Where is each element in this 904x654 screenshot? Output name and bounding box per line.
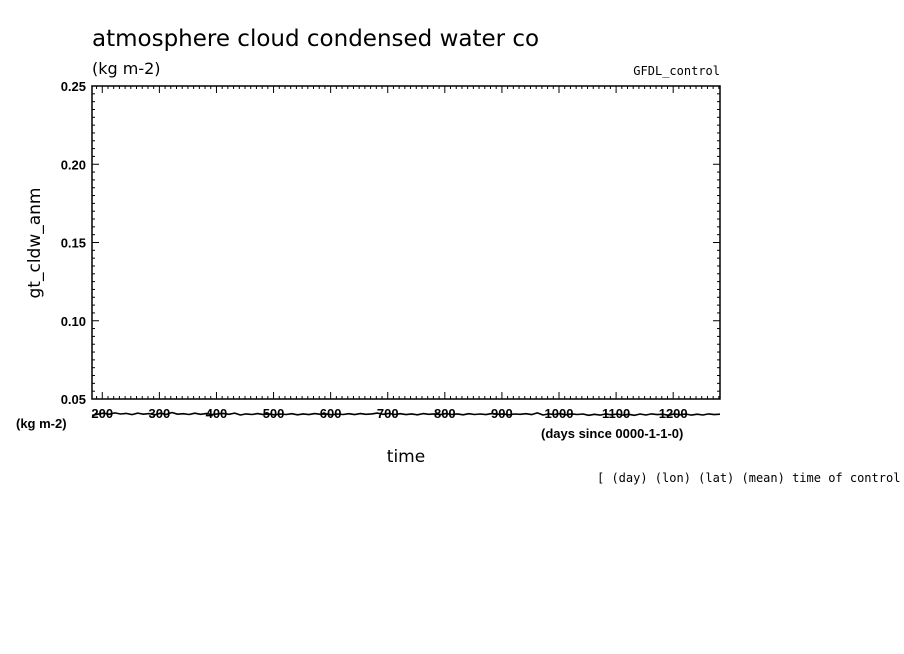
series-group	[91, 411, 721, 417]
y-tick-label: 0.05	[61, 392, 86, 407]
footer-note: [ (day) (lon) (lat) (mean) time of contr…	[597, 471, 904, 485]
y-tick-label: 0.20	[61, 157, 86, 172]
series-line	[91, 411, 721, 417]
y-units-label: (kg m-2)	[16, 416, 67, 431]
plot-frame	[91, 85, 721, 400]
x-tick-label: 600	[320, 406, 342, 421]
y-axis-label: gt_cldw_anm	[25, 188, 45, 299]
x-units-label: (days since 0000-1-1-0)	[541, 426, 683, 441]
y-tick-label: 0.10	[61, 314, 86, 329]
y-tick-label: 0.25	[61, 79, 86, 94]
chart-units-label: (kg m-2)	[92, 59, 161, 78]
y-tick-group: 0.05 0.10 0.15 0.20 0.25	[61, 79, 720, 407]
x-axis-label: time	[387, 447, 425, 467]
x-tick-label: 500	[263, 406, 285, 421]
chart-title: atmosphere cloud condensed water co	[92, 26, 539, 52]
y-tick-label: 0.15	[61, 236, 86, 251]
x-tick-group: 200 300 400 500 600 700 800 900 1000 1100 1200	[91, 86, 720, 421]
dataset-label: GFDL_control	[633, 64, 720, 78]
